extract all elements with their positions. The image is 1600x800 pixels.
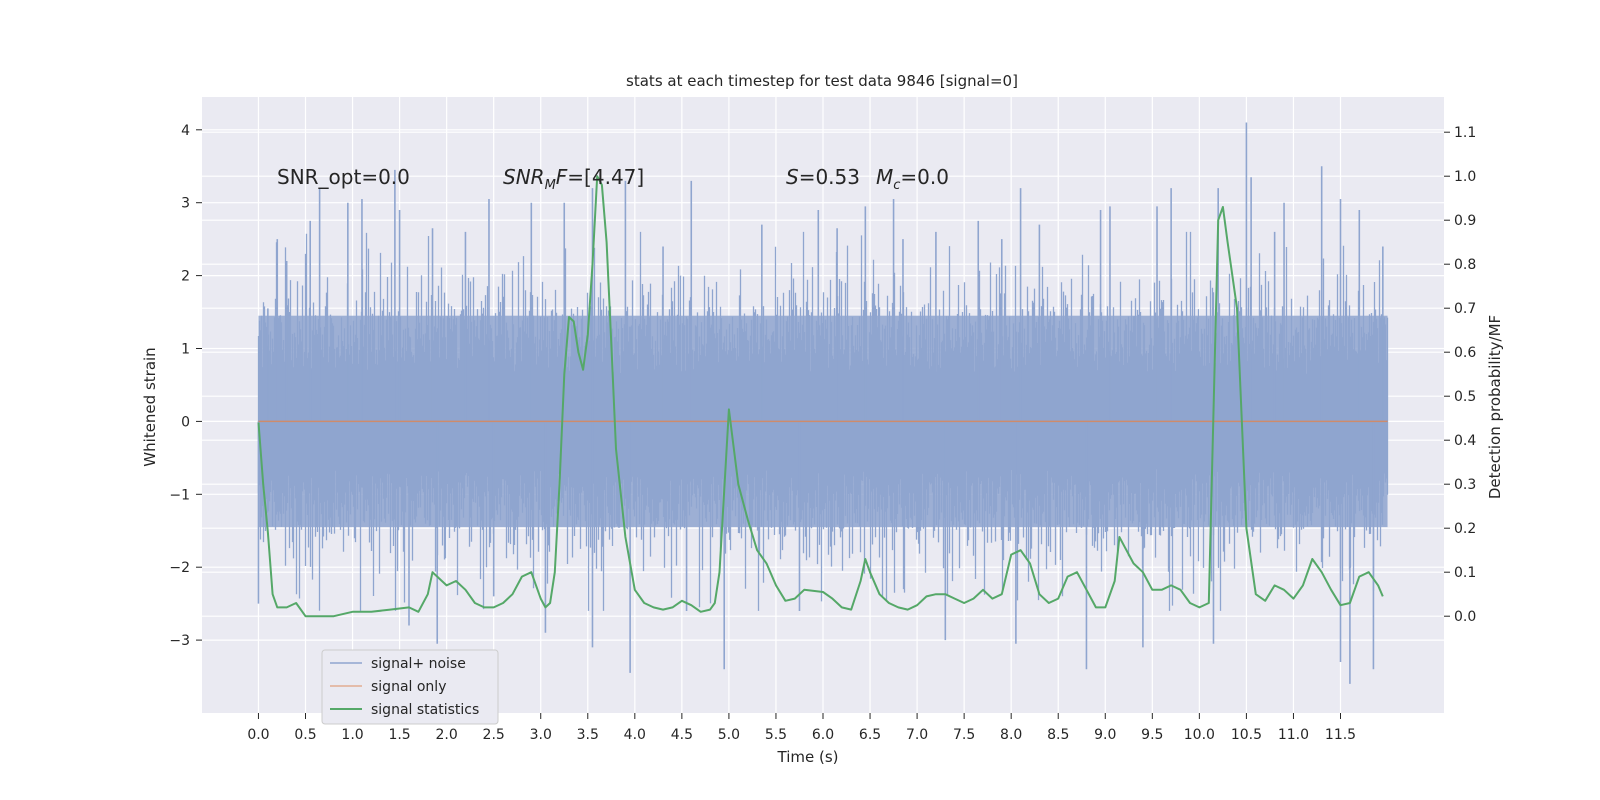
annotation-snr-mf-subscript: M: [545, 178, 556, 193]
annotation-snr-mf-value: =[4.47]: [567, 165, 644, 189]
x-tick-label: 4.0: [624, 727, 646, 743]
x-tick-label: 6.0: [812, 727, 834, 743]
legend: signal+ noise signal only signal statist…: [321, 649, 499, 725]
y-right-tick-label: 0.3: [1454, 477, 1476, 493]
y-right-tick-label: 0.8: [1454, 257, 1476, 273]
x-tick-label: 0.5: [294, 727, 316, 743]
annotation-s-symbol: S: [786, 165, 799, 189]
y-axis-right-title: Detection probability/MF: [1486, 315, 1504, 499]
x-tick-label: 9.5: [1141, 727, 1163, 743]
legend-frame: [321, 649, 499, 725]
y-tick-label: 0: [181, 414, 190, 430]
x-tick-label: 5.5: [765, 727, 787, 743]
x-tick-label: 3.5: [577, 727, 599, 743]
x-tick-label: 8.5: [1047, 727, 1069, 743]
legend-label-signal: signal only: [371, 679, 446, 695]
y-right-tick-label: 0.1: [1454, 565, 1476, 581]
y-right-tick-label: 1.0: [1454, 169, 1476, 185]
x-tick-label: 6.5: [859, 727, 881, 743]
x-tick-label: 1.0: [341, 727, 363, 743]
legend-label-stats: signal statistics: [371, 702, 479, 718]
x-tick-label: 7.0: [906, 727, 928, 743]
annotation-mc-subscript: c: [893, 178, 900, 193]
x-tick-label: 0.0: [247, 727, 269, 743]
y-tick-label: −1: [169, 487, 190, 503]
x-tick-label: 10.5: [1231, 727, 1262, 743]
x-tick-label: 1.5: [388, 727, 410, 743]
x-tick-label: 11.0: [1278, 727, 1309, 743]
y-axis-right: 1.1 1.0 0.9 0.8 0.7 0.6 0.5 0.4 0.3 0.2 0.1 0.0: [1444, 125, 1476, 625]
annotation-mc-symbol: M: [876, 165, 893, 189]
x-tick-label: 5.0: [718, 727, 740, 743]
annotation-s-mc: S=0.53 Mc=0.0: [786, 165, 949, 193]
x-tick-label: 2.5: [483, 727, 505, 743]
y-right-tick-label: 0.6: [1454, 345, 1476, 361]
series-signal-statistics: [257, 175, 1384, 618]
x-tick-label: 3.0: [530, 727, 552, 743]
y-axis-title: Whitened strain: [141, 347, 159, 466]
chart-title: stats at each timestep for test data 984…: [626, 72, 1018, 90]
y-tick-label: −3: [169, 633, 190, 649]
x-tick-label: 10.0: [1184, 727, 1215, 743]
x-tick-label: 7.5: [953, 727, 975, 743]
y-tick-label: −2: [169, 560, 190, 576]
annotation-snr-mf: SNRMF=[4.47]: [503, 165, 644, 193]
x-axis-title: Time (s): [777, 748, 839, 766]
y-tick-label: 4: [181, 123, 190, 139]
y-right-tick-label: 0.7: [1454, 301, 1476, 317]
x-tick-label: 8.0: [1000, 727, 1022, 743]
x-axis: 0.0 0.5 1.0 1.5 2.0 2.5 3.0 3.5 4.0 4.5 5.0 5.5 6.0 6…: [247, 713, 1356, 743]
annotation-snr-mf-symbol: SNR: [503, 165, 545, 189]
annotation-snr-opt: SNR_opt=0.0: [277, 165, 410, 189]
y-right-tick-label: 1.1: [1454, 125, 1476, 141]
y-tick-label: 2: [181, 269, 190, 285]
y-right-tick-label: 0.0: [1454, 609, 1476, 625]
annotation-snr-mf-f: F: [556, 165, 568, 189]
y-tick-label: 3: [181, 196, 190, 212]
y-right-tick-label: 0.9: [1454, 213, 1476, 229]
x-tick-label: 9.0: [1094, 727, 1116, 743]
x-tick-label: 2.0: [436, 727, 458, 743]
y-axis-left: 4 3 2 1 0 −1 −2 −3: [169, 123, 202, 649]
x-tick-label: 4.5: [671, 727, 693, 743]
signal-statistics-line: [257, 175, 1384, 618]
annotation-s-value: =0.53: [799, 165, 860, 189]
x-tick-label: 11.5: [1325, 727, 1356, 743]
y-right-tick-label: 0.4: [1454, 433, 1476, 449]
annotation-mc-value: =0.0: [900, 165, 949, 189]
y-tick-label: 1: [181, 342, 190, 358]
legend-label-noise: signal+ noise: [371, 656, 466, 672]
y-right-tick-label: 0.2: [1454, 521, 1476, 537]
y-right-tick-label: 0.5: [1454, 389, 1476, 405]
